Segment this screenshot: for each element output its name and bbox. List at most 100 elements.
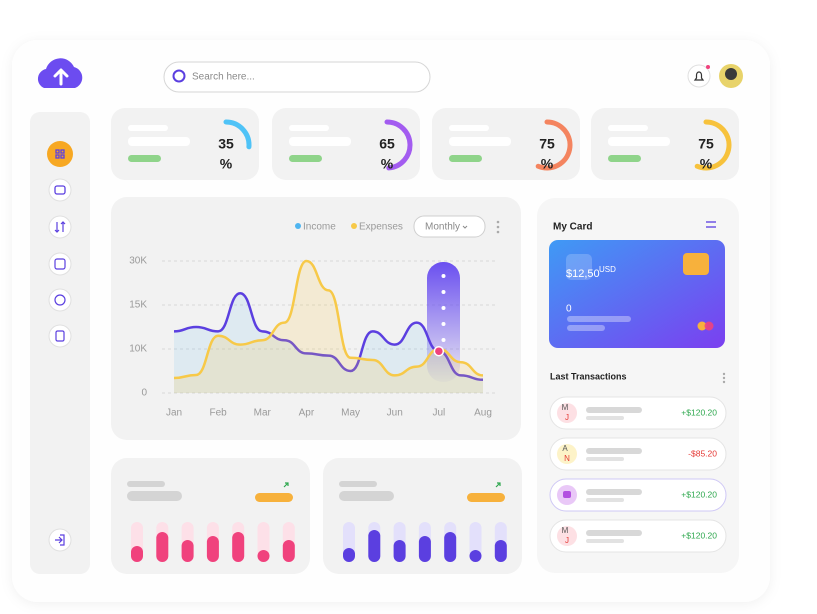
notification-dot: [706, 65, 710, 69]
y-tick-label: 0: [141, 388, 147, 399]
bar: [444, 532, 457, 562]
pill-dot: [441, 274, 446, 278]
y-tick-label: 10K: [129, 344, 147, 355]
series-line: [173, 292, 484, 382]
trend-arrow: [283, 482, 289, 488]
x-tick-label: Jul: [432, 408, 445, 419]
period-label: Monthly: [425, 222, 460, 233]
placeholder: [586, 530, 642, 536]
card-number: 0: [566, 304, 572, 315]
more-menu[interactable]: [496, 220, 500, 234]
badge: [467, 493, 505, 502]
more-menu[interactable]: [722, 372, 726, 384]
gauge: [223, 119, 252, 150]
stat-unit: %: [220, 156, 233, 172]
nav-cards[interactable]: [48, 178, 72, 202]
placeholder: [127, 491, 182, 501]
bar: [156, 532, 169, 562]
highlight-point: [433, 345, 445, 357]
transaction-amount: +$120.20: [681, 530, 717, 540]
card-logo: [566, 254, 592, 280]
transaction-avatar: [557, 526, 577, 546]
y-tick-label: 15K: [129, 300, 147, 311]
placeholder: [608, 137, 670, 146]
gauge: [384, 119, 413, 171]
transaction-amount: -$85.20: [688, 448, 717, 458]
placeholder: [449, 137, 511, 146]
nav-stats[interactable]: [48, 252, 72, 276]
bar: [206, 536, 219, 562]
placeholder: [586, 498, 624, 502]
period-dropdown[interactable]: [413, 215, 486, 238]
stat-value: 75: [539, 136, 555, 152]
x-tick-label: Apr: [299, 408, 315, 419]
series-line: [173, 259, 484, 380]
nav-docs[interactable]: [48, 324, 72, 348]
bar: [131, 546, 143, 562]
legend-label: Income: [303, 222, 336, 233]
placeholder: [586, 407, 642, 413]
legend-label: Expenses: [359, 222, 403, 233]
x-tick-label: May: [341, 408, 360, 419]
bell-button[interactable]: [687, 64, 711, 88]
avatar-initial: J: [565, 536, 569, 545]
avatar-initial: N: [564, 454, 570, 463]
placeholder: [289, 155, 322, 162]
bar: [181, 540, 194, 562]
nav-messages[interactable]: [48, 288, 72, 312]
stat-unit: %: [700, 156, 713, 172]
search-icon: [172, 69, 186, 83]
card-brand: [697, 321, 707, 331]
card-currency: USD: [599, 265, 616, 274]
placeholder: [586, 539, 624, 543]
transaction-avatar: [557, 403, 577, 423]
nav-dashboard[interactable]: [47, 141, 73, 167]
transaction-amount: +$120.20: [681, 489, 717, 499]
stat-unit: %: [541, 156, 554, 172]
placeholder: [339, 491, 394, 501]
placeholder: [449, 125, 489, 131]
stat-unit: %: [381, 156, 394, 172]
avatar-initial: M: [562, 403, 569, 412]
x-tick-label: Mar: [254, 408, 272, 419]
filter-icon[interactable]: [706, 221, 716, 228]
nav-transfer[interactable]: [48, 215, 72, 239]
placeholder: [608, 125, 648, 131]
pill-dot: [441, 306, 446, 310]
placeholder: [608, 155, 641, 162]
bar: [393, 540, 406, 562]
avatar-initial: M: [562, 526, 569, 535]
placeholder: [586, 457, 624, 461]
credit-card[interactable]: [549, 240, 725, 348]
placeholder: [127, 481, 165, 487]
placeholder: [289, 125, 329, 131]
placeholder: [567, 325, 605, 331]
placeholder: [339, 481, 377, 487]
badge: [255, 493, 293, 502]
avatar-initial: J: [565, 413, 569, 422]
bar: [343, 548, 355, 562]
search-placeholder: Search here...: [192, 72, 255, 83]
x-tick-label: Jun: [387, 408, 403, 419]
pill-dot: [441, 338, 446, 342]
transactions-title: Last Transactions: [550, 371, 627, 381]
series-area: [174, 261, 483, 393]
legend-marker: [351, 223, 357, 229]
bar: [368, 530, 381, 562]
stat-value: 75: [698, 136, 714, 152]
search-box[interactable]: [163, 61, 431, 93]
placeholder: [567, 316, 631, 322]
chart-card: [111, 197, 521, 440]
card-title: My Card: [553, 222, 592, 233]
avatar-icon: [563, 491, 571, 498]
bell-icon: [693, 71, 705, 81]
pill-dot: [441, 290, 446, 294]
card-balance: $12,50: [566, 268, 600, 280]
gauge: [694, 119, 732, 171]
placeholder: [128, 137, 190, 146]
placeholder: [586, 416, 624, 420]
logo[interactable]: [37, 58, 83, 88]
pill-dot: [441, 322, 446, 326]
